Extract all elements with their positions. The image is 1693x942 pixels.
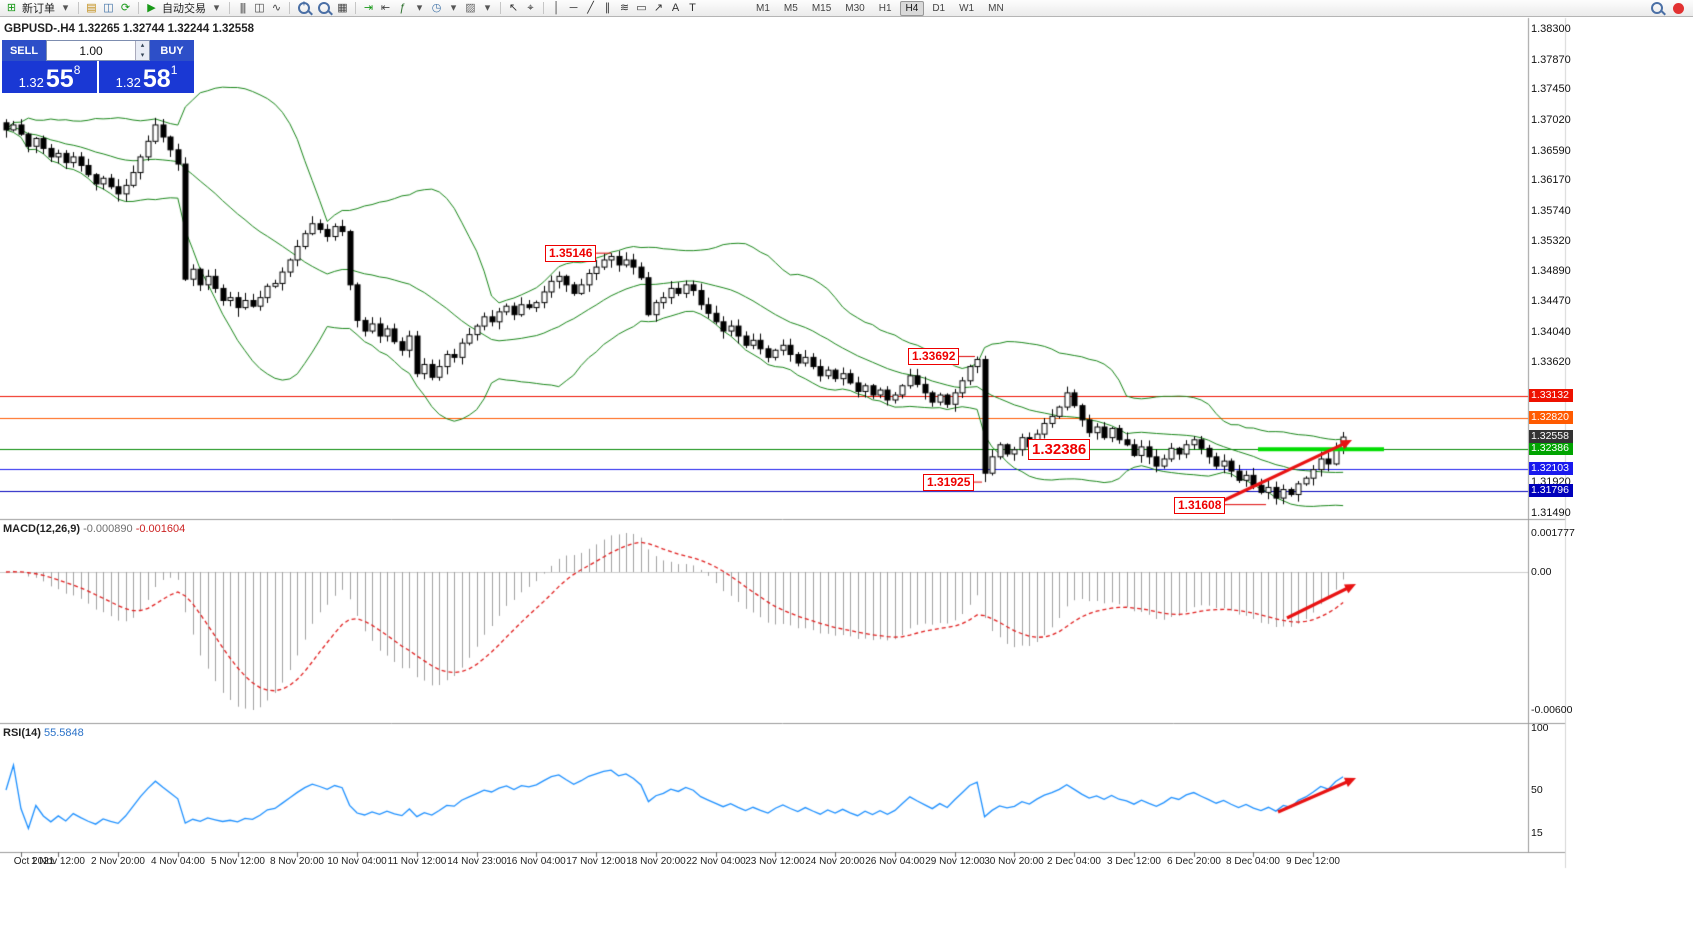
volume-decrease-button[interactable]: ▾ (136, 50, 149, 60)
toolbar-separator (78, 2, 79, 14)
chevron-down-icon[interactable]: ▾ (62, 1, 69, 14)
volume-field[interactable]: 1.00 ▴ ▾ (46, 40, 150, 61)
cursor-icon[interactable]: ↖ (508, 1, 519, 14)
zoom-out-icon[interactable]: − (318, 0, 330, 14)
fibonacci-icon[interactable]: ≋ (619, 1, 630, 14)
arrow-tool-icon[interactable]: ↗ (653, 1, 664, 14)
vertical-line-icon[interactable]: │ (553, 1, 560, 14)
chart-shift-icon[interactable]: ⇤ (380, 1, 391, 14)
price-annotation[interactable]: 1.33692 (908, 348, 960, 365)
auto-trading-label[interactable]: 自动交易 (162, 3, 206, 15)
new-order-label[interactable]: 新订单 (22, 3, 55, 15)
rsi-label: RSI(14) 55.5848 (3, 727, 84, 739)
volume-increase-button[interactable]: ▴ (136, 41, 149, 51)
price-annotation[interactable]: 1.32386 (1028, 439, 1091, 460)
buy-button[interactable]: BUY (150, 40, 194, 61)
timeframe-d1-button[interactable]: D1 (932, 2, 946, 14)
refresh-icon[interactable]: ⟳ (120, 1, 131, 14)
indicators-icon[interactable]: ƒ (399, 1, 406, 14)
volume-input[interactable]: 1.00 (79, 43, 103, 58)
one-click-trading-panel: SELL 1.00 ▴ ▾ BUY 1.32 55 8 1.32 58 1 (2, 40, 194, 93)
toolbar-separator (543, 2, 544, 14)
auto-trading-icon[interactable]: ▶ (147, 1, 156, 14)
timeframe-buttons: M1 M5 M15 M30 H1 H4 D1 W1 MN (749, 0, 1011, 16)
text-tool-icon[interactable]: A (671, 1, 680, 14)
timeframe-mn-button[interactable]: MN (988, 2, 1004, 14)
volume-spinner: ▴ ▾ (135, 41, 149, 60)
toolbar-separator (355, 2, 356, 14)
horizontal-line-icon[interactable]: ─ (569, 1, 578, 14)
sell-price-button[interactable]: 1.32 55 8 (2, 61, 97, 93)
sell-button[interactable]: SELL (2, 40, 46, 61)
chevron-down-icon[interactable]: ▾ (484, 1, 491, 14)
macd-name: MACD(12,26,9) (3, 523, 81, 535)
macd-label: MACD(12,26,9) -0.000890 -0.001604 (3, 523, 185, 535)
timeframe-h1-button[interactable]: H1 (878, 2, 892, 14)
shapes-icon[interactable]: ▭ (636, 1, 647, 14)
rsi-value: 55.5848 (43, 727, 84, 739)
toolbar-separator (138, 2, 139, 14)
notification-badge[interactable] (1673, 2, 1684, 14)
zoom-in-icon[interactable]: + (298, 0, 310, 14)
toolbar-separator (229, 2, 230, 14)
chevron-down-icon[interactable]: ▾ (450, 1, 457, 14)
timeframe-m1-button[interactable]: M1 (756, 2, 770, 14)
trendline-icon[interactable]: ╱ (587, 1, 594, 14)
bid-big: 55 (45, 65, 74, 93)
candlestick-chart-icon[interactable]: ◫ (254, 1, 265, 14)
bid-pipette: 8 (73, 63, 81, 77)
ask-prefix: 1.32 (115, 75, 141, 90)
channel-icon[interactable]: ∥ (604, 1, 611, 14)
data-window-icon[interactable]: ◫ (103, 1, 114, 14)
tile-windows-icon[interactable]: ▦ (337, 1, 348, 14)
toolbar-icons: ⊞ 新订单 ▾ ▤ ◫ ⟳ ▶ 自动交易 ▾ ||| ◫ ∿ + − ▦ ⇥ ⇤ ƒ ▾ ◷ ▾ ▨ ▾ ↖ ⌖ │ ─ ╱ ∥ ≋ ▭ ↗ A… (3, 0, 701, 16)
period-icon[interactable]: ◷ (431, 1, 442, 14)
rsi-name: RSI(14) (3, 727, 41, 739)
search-icon[interactable] (1651, 2, 1663, 14)
ask-pipette: 1 (170, 63, 178, 77)
timeframe-m15-button[interactable]: M15 (811, 2, 832, 14)
timeframe-m5-button[interactable]: M5 (783, 2, 798, 14)
toolbar-separator (500, 2, 501, 14)
profiles-icon[interactable]: ▤ (86, 1, 97, 14)
template-icon[interactable]: ▨ (465, 1, 476, 14)
toolbar-right (1651, 2, 1690, 14)
chart-title: GBPUSD-.H4 1.32265 1.32744 1.32244 1.325… (4, 23, 254, 35)
bar-chart-icon[interactable]: ||| (239, 1, 247, 14)
chevron-down-icon[interactable]: ▾ (416, 1, 423, 14)
toolbar: ⊞ 新订单 ▾ ▤ ◫ ⟳ ▶ 自动交易 ▾ ||| ◫ ∿ + − ▦ ⇥ ⇤ ƒ ▾ ◷ ▾ ▨ ▾ ↖ ⌖ │ ─ ╱ ∥ ≋ ▭ ↗ A… (0, 0, 1693, 17)
bid-prefix: 1.32 (18, 75, 44, 90)
text-label-icon[interactable]: T (689, 1, 696, 14)
auto-scroll-icon[interactable]: ⇥ (363, 1, 374, 14)
price-annotation[interactable]: 1.31925 (923, 474, 975, 491)
price-annotation[interactable]: 1.31608 (1174, 497, 1226, 514)
macd-value: -0.000890 (83, 523, 133, 535)
chevron-down-icon[interactable]: ▾ (213, 1, 220, 14)
crosshair-icon[interactable]: ⌖ (527, 1, 534, 14)
timeframe-h4-button[interactable]: H4 (899, 0, 925, 16)
price-annotation[interactable]: 1.35146 (545, 245, 597, 262)
ask-big: 58 (142, 65, 171, 93)
timeframe-m30-button[interactable]: M30 (845, 2, 865, 14)
new-order-icon[interactable]: ⊞ (6, 1, 17, 14)
buy-price-button[interactable]: 1.32 58 1 (99, 61, 194, 93)
timeframe-w1-button[interactable]: W1 (959, 2, 975, 14)
macd-signal-value: -0.001604 (135, 523, 186, 535)
toolbar-separator (289, 2, 290, 14)
line-chart-icon[interactable]: ∿ (271, 1, 282, 14)
